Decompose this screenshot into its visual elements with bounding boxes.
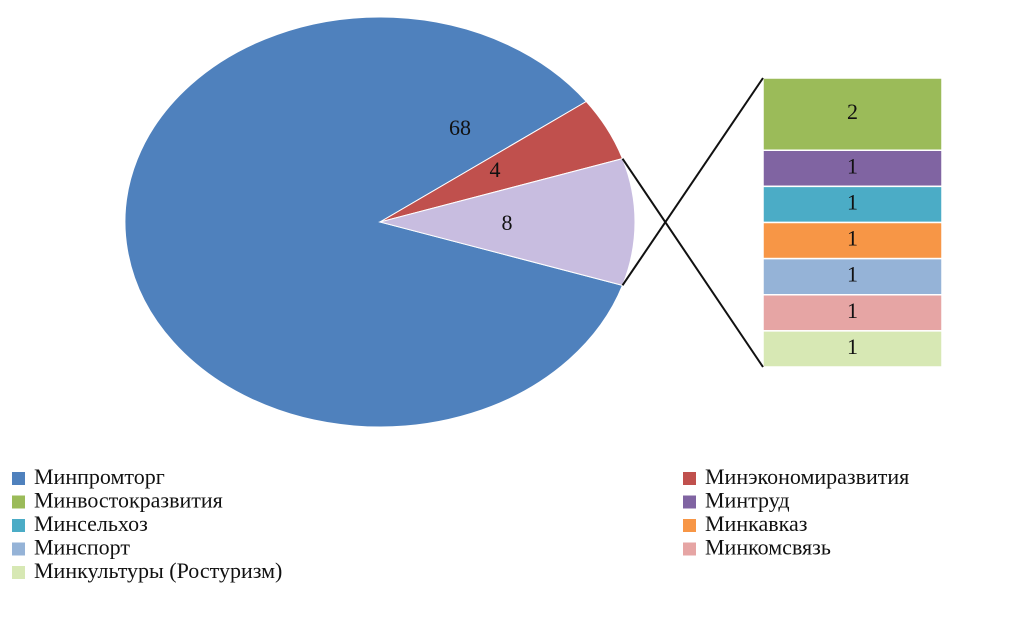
- data-label: 1: [847, 262, 858, 287]
- bar-segment: [762, 185, 943, 224]
- pie-slice: [124, 16, 624, 428]
- legend-swatch: [12, 495, 25, 509]
- data-label: 68: [449, 115, 471, 140]
- legend-label: Минспорт: [34, 535, 130, 560]
- bar-segment: [762, 221, 943, 260]
- connector: [621, 158, 764, 368]
- data-label: 1: [847, 189, 858, 214]
- bar-segment: [762, 294, 943, 332]
- legend-swatch: [12, 519, 25, 532]
- legend-swatch: [683, 472, 696, 485]
- legend-label: Минкавказ: [705, 511, 807, 536]
- data-label: 1: [847, 226, 858, 251]
- legend-label: Минтруд: [705, 488, 790, 513]
- bar-segment: [762, 149, 943, 188]
- legend-label: Минкультуры (Ростуризм): [34, 558, 282, 583]
- legend-swatch: [12, 472, 25, 485]
- legend-swatch: [12, 542, 25, 556]
- pie-slice: [378, 158, 636, 286]
- data-label: 2: [847, 99, 858, 124]
- data-label: 1: [847, 334, 858, 359]
- legend-label: Минвостокразвития: [34, 488, 223, 513]
- legend-label: Минэкономиразвития: [705, 464, 909, 489]
- data-label: 1: [847, 298, 858, 323]
- data-label: 8: [502, 210, 513, 235]
- legend-swatch: [683, 542, 696, 556]
- bar-segment: [762, 77, 943, 151]
- legend-swatch: [683, 495, 696, 509]
- connector: [621, 77, 764, 286]
- data-label: 4: [490, 157, 501, 182]
- legend-swatch: [12, 566, 25, 579]
- legend-label: Минкомсвязь: [705, 535, 831, 560]
- legend-label: Минпромторг: [34, 464, 165, 489]
- data-label: 1: [847, 153, 858, 178]
- bar-segment: [762, 330, 943, 368]
- legend-label: Минсельхоз: [34, 511, 148, 536]
- legend-swatch: [683, 519, 696, 532]
- bar-segment: [762, 257, 943, 296]
